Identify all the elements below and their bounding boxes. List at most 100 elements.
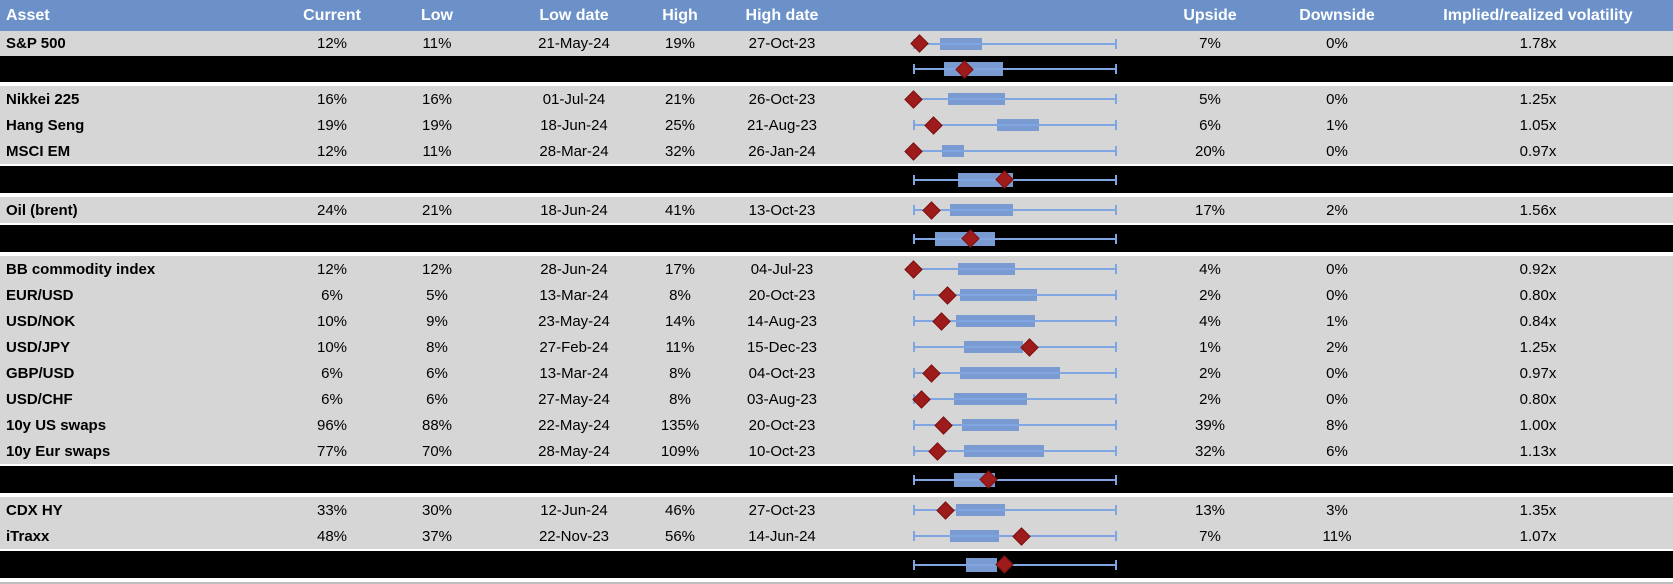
high-value: 8% [669, 364, 691, 382]
asset-name: Nikkei 225 [6, 90, 80, 108]
high-value: 109% [660, 442, 700, 460]
low-date: 23-May-24 [538, 312, 610, 330]
upside-value: 13% [1194, 501, 1226, 519]
whisker-cap-left [913, 559, 915, 570]
whisker-cap-right [1115, 64, 1117, 74]
current-diamond-marker [903, 259, 923, 279]
range-boxplot [913, 166, 1117, 193]
current-diamond-marker [938, 285, 957, 305]
whisker-line [913, 124, 1117, 126]
low-value: 9% [426, 312, 448, 330]
implied-realized-vol-value: 1.00x [1519, 416, 1557, 434]
implied-realized-vol-value: 1.78x [1519, 35, 1557, 52]
high-value: 19% [664, 35, 696, 52]
current-value: 77% [316, 442, 348, 460]
aggregate-row [0, 164, 1673, 197]
low-date: 22-Nov-23 [538, 527, 610, 545]
downside-value: 11% [1322, 527, 1352, 545]
current-value: 10% [316, 312, 348, 330]
upside-value: 2% [1199, 364, 1221, 382]
whisker-cap-right [1115, 205, 1117, 215]
implied-realized-vol-value: 0.92x [1519, 260, 1557, 278]
asset-name: MSCI EM [6, 142, 71, 160]
asset-name: USD/NOK [6, 312, 76, 330]
table-row: Nikkei 225 16% 16% 01-Jul-24 21% 26-Oct-… [0, 86, 1673, 112]
whisker-cap-right [1115, 394, 1117, 404]
whisker-cap-right [1115, 559, 1117, 570]
aggregate-row [0, 549, 1673, 582]
asset-name: USD/JPY [6, 338, 71, 356]
high-date: 20-Oct-23 [748, 286, 816, 304]
current-diamond-marker [936, 500, 955, 520]
col-header-asset: Asset [6, 6, 50, 24]
whisker-cap-left [913, 174, 915, 185]
range-boxplot [913, 282, 1117, 308]
aggregate-row [0, 56, 1673, 86]
whisker-cap-right [1115, 531, 1117, 541]
asset-name: Oil (brent) [6, 201, 78, 219]
current-value: 12% [316, 260, 348, 278]
current-value: 12% [316, 35, 348, 52]
range-boxplot [913, 56, 1117, 82]
high-date: 14-Aug-23 [746, 312, 818, 330]
table-row: S&P 500 12% 11% 21-May-24 19% 27-Oct-23 … [0, 31, 1673, 56]
downside-value: 0% [1326, 260, 1348, 278]
whisker-cap-left [913, 205, 915, 215]
low-date: 13-Mar-24 [539, 364, 609, 382]
bottom-divider [0, 582, 1673, 584]
high-date: 26-Jan-24 [748, 142, 816, 160]
high-value: 25% [664, 116, 696, 134]
current-diamond-marker [903, 141, 923, 161]
downside-value: 1% [1326, 312, 1348, 330]
range-boxplot [913, 551, 1117, 578]
high-value: 8% [669, 390, 691, 408]
whisker-line [913, 398, 1117, 400]
downside-value: 0% [1326, 90, 1348, 108]
upside-value: 32% [1194, 442, 1226, 460]
low-value: 11% [422, 35, 452, 52]
table-row: 10y US swaps 96% 88% 22-May-24 135% 20-O… [0, 412, 1673, 438]
upside-value: 2% [1199, 390, 1221, 408]
range-boxplot [909, 31, 1117, 56]
downside-value: 8% [1326, 416, 1348, 434]
low-date: 28-Mar-24 [539, 142, 609, 160]
table-row: Hang Seng 19% 19% 18-Jun-24 25% 21-Aug-2… [0, 112, 1673, 138]
whisker-cap-right [1115, 233, 1117, 244]
whisker-cap-left [913, 474, 915, 485]
range-boxplot [913, 497, 1117, 523]
low-date: 28-May-24 [538, 442, 610, 460]
asset-name: 10y Eur swaps [6, 442, 111, 460]
whisker-cap-right [1115, 38, 1117, 49]
current-diamond-marker [934, 415, 953, 435]
asset-name: USD/CHF [6, 390, 73, 408]
current-diamond-marker [924, 115, 943, 135]
table-row: EUR/USD 6% 5% 13-Mar-24 8% 20-Oct-23 2% … [0, 282, 1673, 308]
range-boxplot [913, 466, 1117, 493]
current-value: 6% [321, 390, 343, 408]
whisker-cap-left [913, 316, 915, 326]
current-value: 12% [316, 142, 348, 160]
low-date: 13-Mar-24 [539, 286, 609, 304]
whisker-line [913, 98, 1117, 100]
whisker-cap-right [1115, 474, 1117, 485]
high-value: 46% [664, 501, 696, 519]
low-value: 37% [421, 527, 453, 545]
high-date: 15-Dec-23 [746, 338, 818, 356]
whisker-line [913, 563, 1117, 566]
whisker-line [913, 42, 1117, 45]
whisker-line [913, 237, 1117, 240]
current-value: 33% [316, 501, 348, 519]
range-boxplot [913, 438, 1117, 464]
whisker-cap-left [913, 64, 915, 74]
whisker-line [913, 509, 1117, 511]
upside-value: 2% [1199, 286, 1221, 304]
high-date: 14-Jun-24 [748, 527, 816, 545]
whisker-cap-left [913, 120, 915, 130]
whisker-cap-left [913, 368, 915, 378]
whisker-cap-left [913, 342, 915, 352]
implied-realized-vol-value: 0.80x [1519, 286, 1557, 304]
high-date: 10-Oct-23 [748, 442, 816, 460]
col-header-low: Low [421, 6, 453, 24]
downside-value: 2% [1326, 201, 1348, 219]
low-value: 12% [421, 260, 453, 278]
